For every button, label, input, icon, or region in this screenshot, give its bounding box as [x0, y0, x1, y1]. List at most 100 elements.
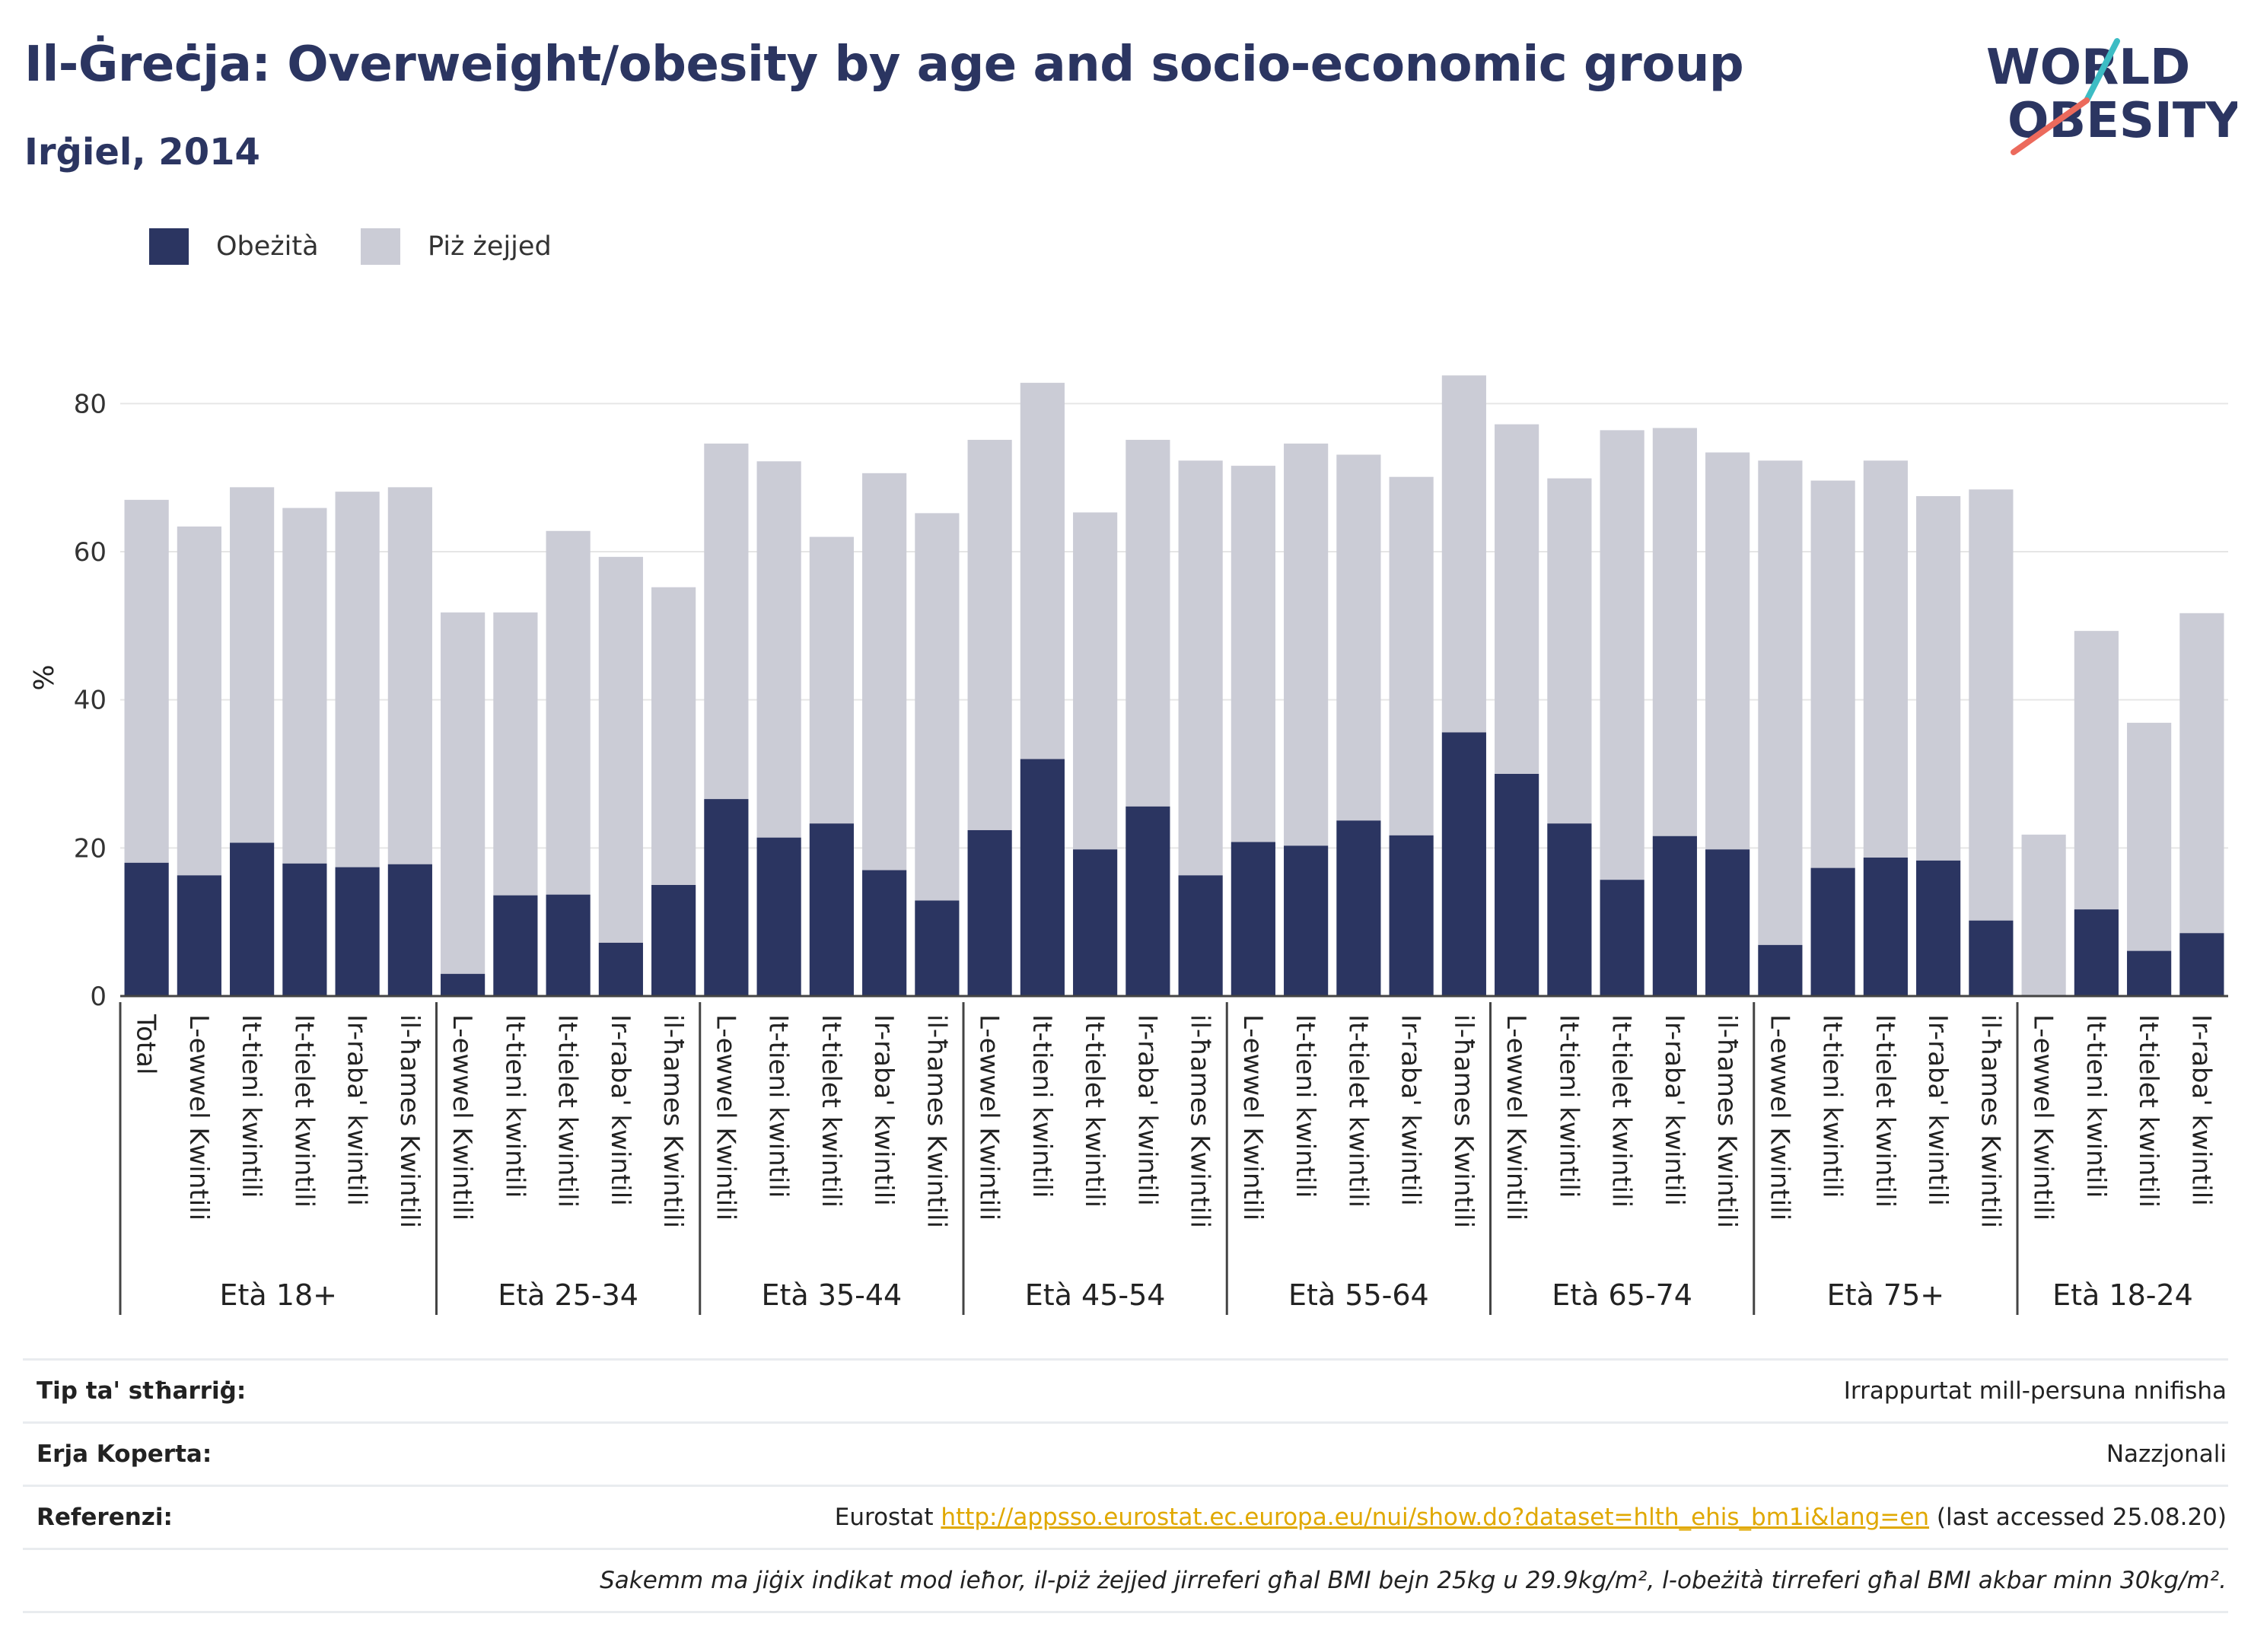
bar-obesity: [862, 870, 907, 996]
bar-obesity: [177, 875, 221, 996]
bar-obesity: [1600, 880, 1644, 996]
x-group-label: Età 65-74: [1552, 1278, 1692, 1312]
legend-label-overweight: Piż żejjed: [428, 231, 552, 262]
x-category-label: il-ħames Kwintili: [1711, 1014, 1742, 1228]
bar-overweight: [862, 473, 907, 871]
bar-obesity: [230, 842, 275, 996]
x-category-label: L-ewwel Kwintili: [183, 1014, 214, 1221]
bar-obesity: [2179, 933, 2224, 996]
x-category-label: Ir-raba' kwintili: [1659, 1014, 1689, 1206]
bar-obesity: [704, 799, 749, 996]
ref-source: Eurostat: [834, 1504, 934, 1531]
x-group-label: Età 55-64: [1288, 1278, 1429, 1312]
bar-overweight: [809, 536, 854, 824]
x-group-label: Età 18+: [220, 1278, 337, 1312]
x-category-label: It-tieni kwintili: [763, 1014, 794, 1198]
x-category-label: It-tielet kwintili: [1079, 1014, 1110, 1208]
x-category-label: il-ħames Kwintili: [394, 1014, 425, 1228]
bar-obesity: [546, 894, 591, 996]
bar-overweight: [704, 443, 749, 800]
bar-overweight: [282, 508, 327, 864]
x-category-label: L-ewwel Kwintili: [2028, 1014, 2058, 1221]
x-category-label: Total: [131, 1014, 161, 1074]
y-tick-label: 0: [90, 982, 107, 1012]
bar-overweight: [2074, 631, 2119, 910]
bar-overweight: [1916, 496, 1961, 861]
x-category-label: il-ħames Kwintili: [1185, 1014, 1215, 1228]
info-row-note: Sakemm ma jiġix indikat mod ieħor, il-pi…: [23, 1548, 2228, 1613]
bar-obesity: [651, 885, 696, 996]
bar-overweight: [2179, 613, 2224, 934]
info-row-references: Referenzi: Eurostat http://appsso.eurost…: [23, 1485, 2228, 1548]
logo-slash-teal: [2084, 38, 2120, 103]
info-note: Sakemm ma jiġix indikat mod ieħor, il-pi…: [600, 1567, 2227, 1594]
bar-overweight: [1284, 443, 1329, 846]
legend-label-obesity: Obeżità: [216, 231, 319, 262]
bar-obesity: [387, 864, 432, 996]
bar-overweight: [441, 612, 486, 974]
bar-obesity: [282, 863, 327, 996]
ref-link[interactable]: http://appsso.eurostat.ec.europa.eu/nui/…: [941, 1504, 1930, 1531]
info-row-survey-type: Tip ta' stħarriġ: Irrappurtat mill-persu…: [23, 1358, 2228, 1421]
info-key-survey-type: Tip ta' stħarriġ:: [37, 1377, 247, 1405]
bar-overweight: [493, 612, 538, 896]
y-tick-label: 40: [74, 686, 107, 716]
bar-obesity: [2074, 909, 2119, 996]
x-category-label: il-ħames Kwintili: [921, 1014, 951, 1228]
bar-overweight: [2127, 722, 2172, 951]
x-category-label: L-ewwel Kwintili: [710, 1014, 740, 1221]
x-category-label: L-ewwel Kwintili: [974, 1014, 1005, 1221]
bar-obesity: [1495, 774, 1539, 996]
bar-obesity: [1389, 835, 1434, 996]
bar-overweight: [1020, 383, 1065, 759]
bar-overweight: [1547, 478, 1592, 824]
x-category-label: It-tieni kwintili: [1817, 1014, 1848, 1198]
bar-overweight: [915, 513, 960, 901]
bar-overweight: [230, 487, 275, 843]
x-category-label: It-tieni kwintili: [236, 1014, 266, 1198]
info-val-survey-type: Irrappurtat mill-persuna nnifisha: [1843, 1377, 2227, 1405]
info-val-references: Eurostat http://appsso.eurostat.ec.europ…: [835, 1504, 2228, 1531]
x-category-label: Ir-raba' kwintili: [605, 1014, 635, 1206]
bar-obesity: [809, 823, 854, 996]
x-category-label: L-ewwel Kwintili: [447, 1014, 477, 1221]
x-category-label: It-tieni kwintili: [1027, 1014, 1057, 1198]
x-category-label: Ir-raba' kwintili: [868, 1014, 899, 1206]
bar-obesity: [1758, 944, 1803, 996]
bar-overweight: [1969, 489, 2014, 921]
bar-obesity: [1284, 845, 1329, 996]
bar-overweight: [756, 461, 801, 838]
x-group-label: Età 45-54: [1025, 1278, 1166, 1312]
bar-obesity: [493, 895, 538, 996]
x-category-label: il-ħames Kwintili: [1448, 1014, 1479, 1228]
bar-overweight: [1863, 460, 1908, 858]
logo-slash-coral: [2011, 97, 2090, 155]
x-category-label: It-tielet kwintili: [1606, 1014, 1637, 1208]
legend-item-obesity[interactable]: Obeżità: [149, 225, 319, 268]
info-val-area: Nazzjonali: [2106, 1440, 2227, 1468]
info-row-area: Erja Koperta: Nazzjonali: [23, 1421, 2228, 1485]
legend-swatch-obesity: [149, 228, 189, 265]
ref-accessed: (last accessed 25.08.20): [1936, 1504, 2227, 1531]
bar-obesity: [915, 900, 960, 996]
bar-obesity: [1178, 875, 1223, 996]
bar-obesity: [1126, 806, 1170, 996]
bar-overweight: [1495, 424, 1539, 774]
x-category-label: It-tieni kwintili: [1290, 1014, 1320, 1198]
legend-item-overweight[interactable]: Piż żejjed: [361, 225, 552, 268]
x-category-label: il-ħames Kwintili: [657, 1014, 688, 1228]
bar-overweight: [1600, 430, 1644, 880]
x-category-label: It-tieni kwintili: [499, 1014, 530, 1198]
x-category-label: It-tielet kwintili: [2133, 1014, 2163, 1208]
bar-obesity: [967, 829, 1012, 996]
bar-overweight: [387, 487, 432, 864]
bar-obesity: [2127, 950, 2172, 996]
x-category-label: L-ewwel Kwintili: [1764, 1014, 1794, 1221]
x-category-label: It-tielet kwintili: [552, 1014, 583, 1208]
bar-overweight: [1231, 466, 1275, 842]
bar-overweight: [2021, 834, 2066, 996]
x-category-label: Ir-raba' kwintili: [342, 1014, 372, 1206]
bar-overweight: [1126, 440, 1170, 807]
bar-overweight: [1758, 460, 1803, 945]
bar-overweight: [546, 530, 591, 895]
